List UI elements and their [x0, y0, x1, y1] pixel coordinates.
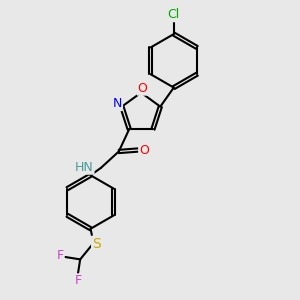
Text: HN: HN — [75, 161, 94, 174]
Text: F: F — [75, 274, 82, 287]
Text: S: S — [92, 237, 101, 250]
Text: F: F — [56, 249, 64, 262]
Text: Cl: Cl — [168, 8, 180, 21]
Text: O: O — [138, 82, 148, 95]
Text: O: O — [139, 143, 149, 157]
Text: N: N — [113, 97, 122, 110]
